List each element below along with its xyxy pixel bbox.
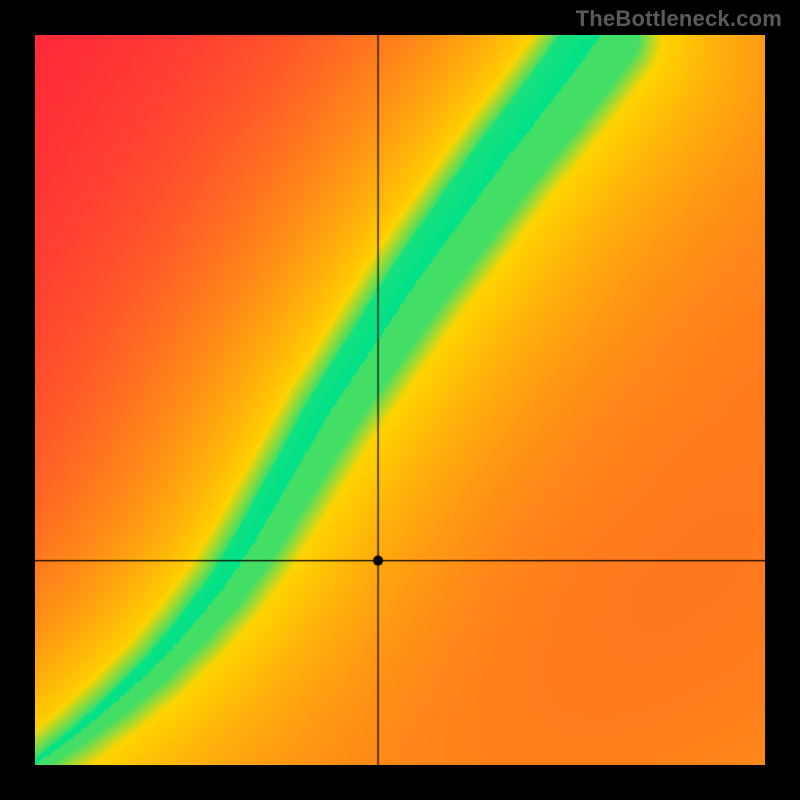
heatmap-plot bbox=[35, 35, 765, 765]
chart-container: TheBottleneck.com bbox=[0, 0, 800, 800]
watermark-text: TheBottleneck.com bbox=[576, 6, 782, 32]
crosshair-overlay bbox=[35, 35, 765, 765]
